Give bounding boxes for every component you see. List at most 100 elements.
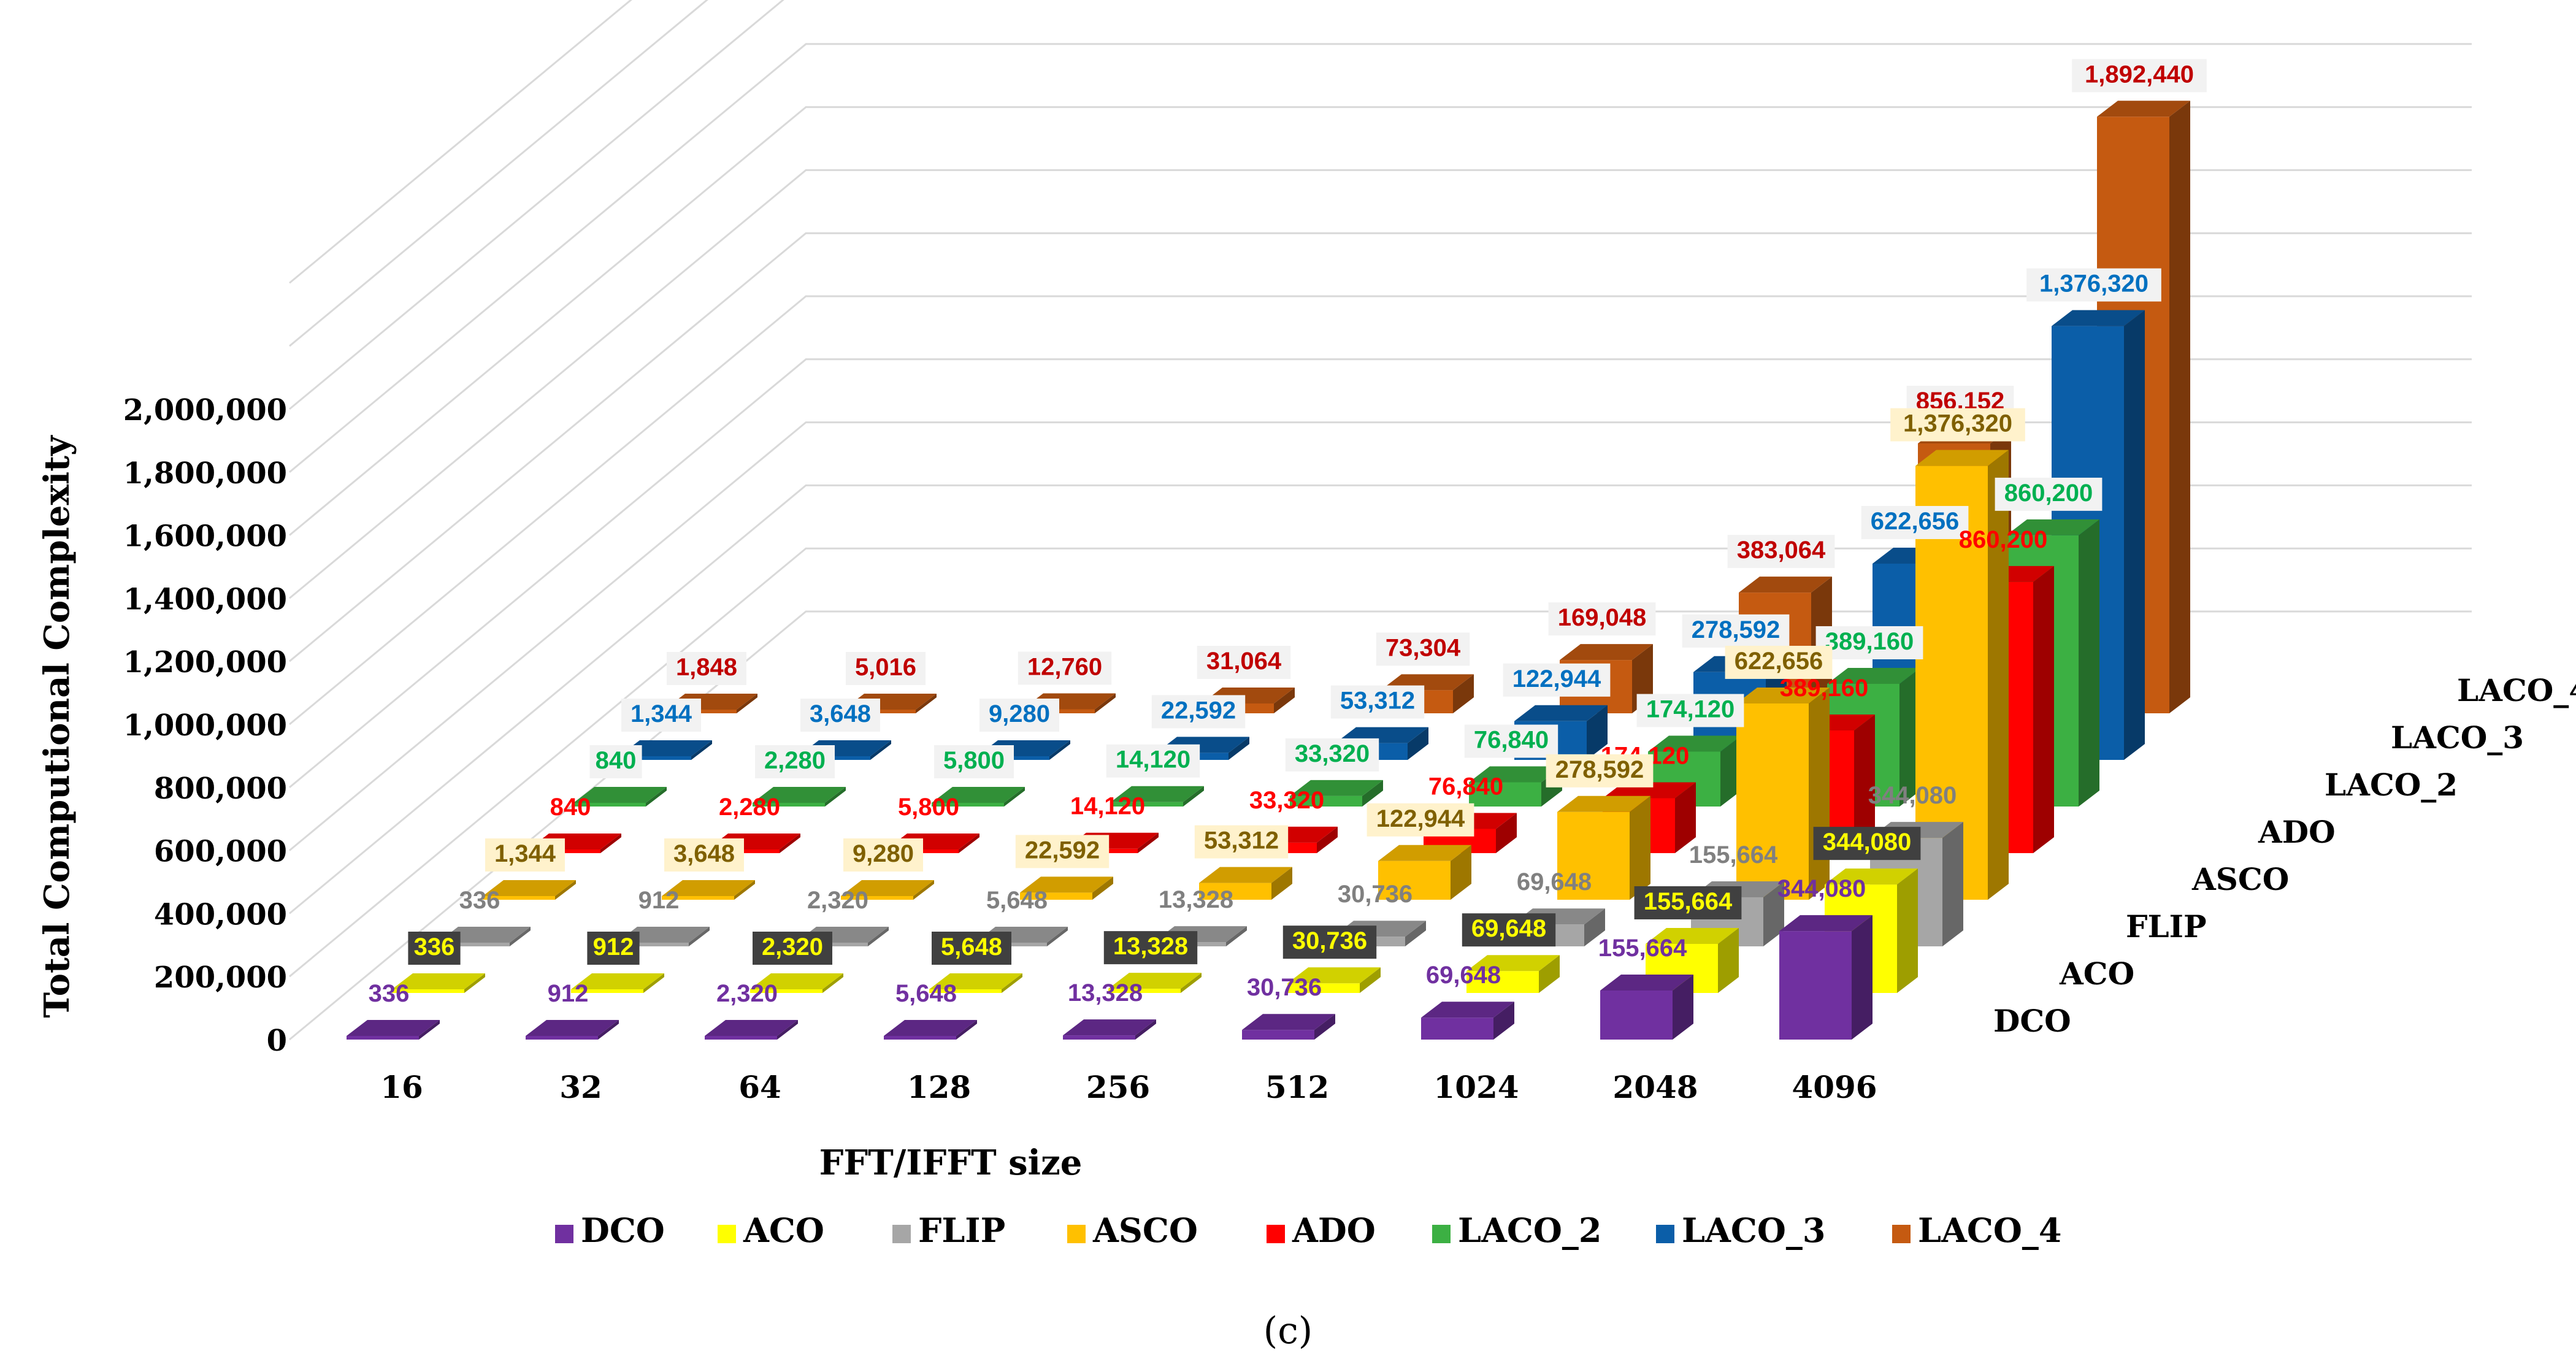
data-label-box — [1103, 931, 1198, 965]
bar-dco-4096 — [1779, 915, 1873, 1040]
data-label: 33,320 — [1285, 738, 1379, 772]
data-label: 33,320 — [1249, 787, 1324, 814]
legend: DCO ACO FLIP ASCO ADO LACO_2 LACO_3 LACO_4 — [555, 1211, 2061, 1250]
data-label-text: 3,648 — [673, 840, 735, 867]
data-label-box — [1815, 626, 1923, 659]
x-axis-title: FFT/IFFT size — [819, 1143, 1083, 1183]
bar-side — [600, 834, 621, 853]
data-label-text: 389,160 — [1825, 628, 1914, 655]
bar-top — [1736, 687, 1830, 703]
data-label-box — [621, 699, 701, 732]
bar-top — [1600, 974, 1693, 991]
y-tick-label: 2,000,000 — [123, 393, 287, 427]
x-tick-label: 128 — [907, 1069, 971, 1105]
data-label-text: 2,320 — [762, 933, 823, 960]
bar-front — [1378, 860, 1451, 900]
data-label-text: 22,592 — [1161, 697, 1236, 724]
bar-top — [2006, 519, 2099, 535]
bar-asco-64 — [841, 880, 934, 900]
data-label: 1,344 — [621, 699, 701, 732]
bar-asco-1024 — [1557, 795, 1650, 900]
data-label: 2,320 — [807, 887, 868, 914]
data-label-text: 155,664 — [1644, 888, 1733, 915]
bar-front — [483, 896, 555, 900]
data-label-text: 840 — [596, 747, 637, 774]
data-label-box — [1106, 744, 1200, 778]
data-label: 1,892,440 — [2072, 59, 2207, 93]
bar-side — [646, 787, 667, 807]
bar-asco-512 — [1378, 845, 1471, 900]
bar-side — [464, 973, 485, 993]
legend-swatch — [1892, 1225, 1911, 1243]
data-label-text: 1,376,320 — [1903, 410, 2012, 437]
data-label-box — [1503, 663, 1611, 697]
bar-top — [1421, 1002, 1514, 1018]
legend-swatch — [892, 1225, 911, 1243]
legend-label: DCO — [581, 1211, 665, 1250]
data-label: 169,048 — [1548, 602, 1656, 636]
data-label: 5,800 — [934, 745, 1014, 778]
data-label: 12,760 — [1018, 651, 1112, 685]
data-label-box — [843, 838, 923, 872]
legend-item-dco: DCO — [555, 1211, 665, 1250]
data-label-text: 344,080 — [1868, 782, 1957, 809]
bar-side — [1408, 727, 1428, 760]
bar-side — [598, 1020, 619, 1040]
data-label-box — [1282, 926, 1377, 959]
data-label: 22,592 — [1015, 835, 1110, 868]
data-label: 53,312 — [1194, 825, 1289, 859]
data-label-text: 31,064 — [1206, 648, 1282, 675]
bar-asco-16 — [483, 880, 576, 900]
bar-front — [1020, 892, 1092, 900]
bar-side — [913, 880, 934, 900]
data-label-text: 155,664 — [1689, 841, 1778, 868]
data-label-text: 860,200 — [1959, 526, 2048, 553]
bar-aco-128 — [929, 973, 1022, 993]
bar-front — [750, 989, 822, 993]
bar-side — [780, 834, 800, 853]
data-label-text: 53,312 — [1204, 827, 1279, 854]
bar-front — [526, 1036, 598, 1040]
bar-side — [870, 740, 891, 760]
legend-swatch — [555, 1225, 573, 1243]
bar-side — [1763, 881, 1784, 946]
bar-laco_2-64 — [932, 787, 1025, 807]
bar-side — [1047, 927, 1068, 946]
bar-side — [1718, 927, 1739, 993]
data-label-box — [753, 932, 832, 965]
data-label: 13,328 — [1159, 886, 1233, 913]
data-label: 840 — [550, 794, 591, 821]
data-label-box — [755, 745, 835, 778]
data-label-box — [1861, 505, 1969, 539]
data-label: 860,200 — [1995, 477, 2103, 511]
series-axis-label: FLIP — [2126, 908, 2207, 945]
data-label-box — [1376, 632, 1470, 666]
bar-top — [884, 1020, 977, 1036]
data-label: 840 — [589, 745, 642, 778]
data-label: 336 — [369, 980, 410, 1007]
data-label-text: 69,648 — [1471, 915, 1546, 942]
series-axis-label: ADO — [2258, 814, 2336, 850]
data-label-text: 69,648 — [1517, 868, 1592, 895]
bar-side — [825, 787, 846, 807]
bar-side — [1092, 876, 1113, 900]
y-tick-label: 600,000 — [154, 835, 287, 869]
data-label: 1,376,320 — [2026, 268, 2161, 302]
data-label-text: 2,320 — [807, 887, 868, 914]
data-label: 30,736 — [1247, 974, 1322, 1001]
x-tick-label: 2048 — [1612, 1069, 1698, 1105]
data-label-box — [1548, 602, 1656, 636]
data-label-text: 860,200 — [2004, 480, 2093, 507]
data-label-text: 5,648 — [941, 933, 1002, 960]
bar-top — [1825, 868, 1918, 885]
data-label-box — [485, 838, 565, 872]
data-label-box — [1464, 724, 1558, 758]
bar-top — [1199, 867, 1292, 883]
bar-asco-256 — [1199, 867, 1292, 900]
bar-side — [1314, 1014, 1335, 1040]
bar-top — [619, 740, 712, 756]
bar-side — [1181, 973, 1202, 993]
bar-side — [2169, 101, 2190, 714]
bar-laco_2-256 — [1290, 780, 1383, 807]
data-label-text: 622,656 — [1871, 508, 1960, 535]
